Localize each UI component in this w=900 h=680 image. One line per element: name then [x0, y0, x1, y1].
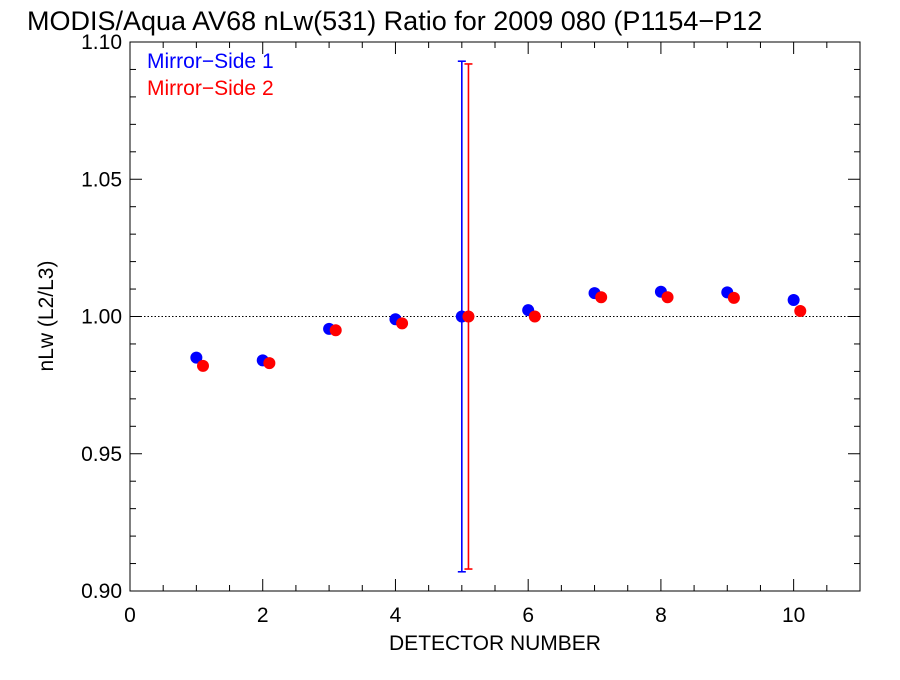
- data-point-series-2: [329, 324, 342, 337]
- data-point-series-1: [787, 294, 800, 307]
- legend-entry: Mirror−Side 1: [147, 50, 274, 73]
- x-tick-label: 6: [522, 604, 534, 627]
- data-point-series-2: [727, 291, 740, 304]
- x-tick-label: 10: [782, 604, 805, 627]
- data-point-series-2: [661, 291, 674, 304]
- x-axis: 0 2 4 6 8 10: [124, 42, 861, 627]
- y-tick-label: 1.10: [81, 31, 122, 54]
- data-point-series-2: [197, 359, 209, 372]
- data-point-series-2: [528, 310, 541, 323]
- x-axis-label: DETECTOR NUMBER: [389, 632, 601, 655]
- x-tick-label: 0: [124, 604, 136, 627]
- data-point-series-2: [794, 305, 807, 318]
- y-tick-label: 0.90: [81, 580, 122, 603]
- y-axis: 0.90 0.95 1.00 1.05 1.10: [81, 31, 860, 603]
- data-point-series-2: [396, 317, 409, 330]
- x-tick-label: 2: [257, 604, 269, 627]
- y-tick-label: 1.00: [81, 306, 122, 329]
- series-layer: [190, 60, 807, 573]
- y-tick-label: 1.05: [81, 168, 122, 191]
- x-tick-label: 4: [390, 604, 402, 627]
- data-point-series-2: [595, 291, 608, 304]
- legend-entry: Mirror−Side 2: [147, 77, 274, 100]
- y-tick-label: 0.95: [81, 443, 122, 466]
- legend: Mirror−Side 1 Mirror−Side 2: [147, 50, 274, 100]
- y-axis-label: nLw (L2/L3): [35, 261, 58, 372]
- x-tick-label: 8: [655, 604, 667, 627]
- chart-title: MODIS/Aqua AV68 nLw(531) Ratio for 2009 …: [27, 6, 762, 36]
- data-point-series-1: [190, 351, 203, 364]
- data-point-series-2: [462, 310, 475, 323]
- data-point-series-2: [263, 357, 276, 370]
